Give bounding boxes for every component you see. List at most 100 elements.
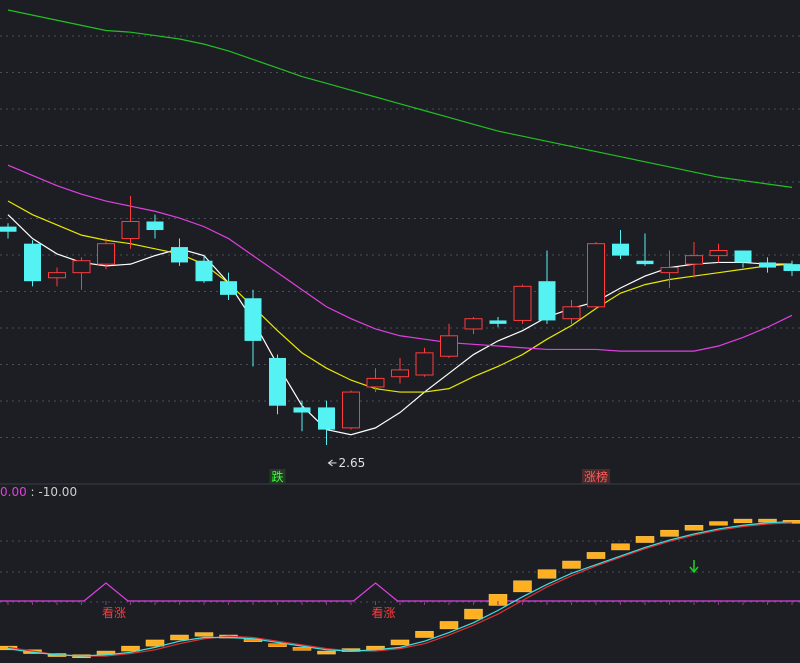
candle bbox=[440, 323, 458, 358]
candle bbox=[171, 238, 188, 266]
candle-body bbox=[121, 221, 140, 240]
indicator-line-cyan bbox=[7, 520, 793, 657]
indicator-bar bbox=[145, 639, 165, 647]
signal-label: 涨榜 bbox=[584, 469, 608, 484]
indicator-title: 0.00 : -10.00 bbox=[0, 485, 77, 499]
candle-body bbox=[342, 391, 360, 429]
candle-body bbox=[72, 260, 91, 274]
candle bbox=[660, 250, 679, 289]
indicator-bar bbox=[611, 543, 630, 551]
candle bbox=[415, 347, 434, 377]
candle bbox=[0, 223, 17, 239]
candle-body bbox=[195, 260, 213, 282]
candle bbox=[759, 257, 776, 273]
candle-body bbox=[318, 407, 335, 430]
candles bbox=[0, 195, 800, 445]
candle-body bbox=[685, 255, 703, 265]
signal-label-bg bbox=[582, 469, 610, 484]
candle bbox=[97, 238, 115, 270]
candle bbox=[587, 241, 605, 309]
candle-body bbox=[48, 272, 66, 279]
candle-body bbox=[24, 243, 41, 282]
indicator-value-1: 0.00 bbox=[0, 485, 27, 499]
candle-body bbox=[612, 243, 629, 256]
candle bbox=[366, 368, 385, 393]
candle-body bbox=[220, 281, 237, 295]
candle-body bbox=[783, 264, 800, 271]
candle bbox=[734, 250, 752, 268]
candle-body bbox=[391, 369, 409, 378]
indicator-bar bbox=[439, 621, 459, 630]
candle-body bbox=[440, 335, 458, 357]
ma-line-4 bbox=[7, 9, 793, 188]
bullish-signal-label: 看涨 bbox=[371, 605, 395, 620]
candle bbox=[391, 357, 409, 384]
candle-body bbox=[734, 250, 752, 263]
candle bbox=[464, 317, 483, 335]
indicator-bar bbox=[464, 608, 483, 620]
indicator-bar bbox=[684, 525, 704, 531]
sub-tick-marks bbox=[7, 601, 793, 605]
candle bbox=[636, 233, 654, 266]
candle-body bbox=[759, 262, 776, 268]
candle-body bbox=[366, 377, 385, 388]
candle bbox=[121, 195, 140, 249]
indicator-bar bbox=[317, 650, 336, 655]
candle bbox=[562, 299, 581, 324]
indicator-bars bbox=[0, 518, 800, 659]
indicator-value-2: -10.00 bbox=[38, 485, 77, 499]
candle bbox=[244, 289, 262, 367]
candle bbox=[220, 272, 237, 300]
indicator-bar bbox=[121, 645, 140, 652]
candle-body bbox=[587, 243, 605, 308]
candle bbox=[48, 267, 66, 287]
candle-body bbox=[269, 357, 286, 406]
min-price-label: 2.65 bbox=[339, 456, 366, 470]
indicator-bar bbox=[292, 647, 312, 651]
candle-body bbox=[513, 285, 532, 321]
min-marker-arrow bbox=[327, 459, 333, 467]
indicator-bar bbox=[709, 521, 728, 526]
candle bbox=[783, 260, 800, 277]
indicator-bar bbox=[194, 632, 214, 637]
candle bbox=[538, 250, 556, 324]
candle-body bbox=[244, 298, 262, 341]
candle-body bbox=[97, 243, 115, 265]
indicator-bar bbox=[586, 552, 606, 559]
indicator-bar bbox=[268, 643, 287, 647]
indicator-bar bbox=[562, 560, 581, 569]
indicator-separator: : bbox=[27, 485, 39, 499]
candle-body bbox=[562, 306, 581, 320]
candle-body bbox=[415, 352, 434, 376]
indicator-bar bbox=[733, 518, 753, 524]
indicator-bar bbox=[537, 569, 557, 579]
grid-lines bbox=[0, 35, 800, 603]
candle bbox=[612, 230, 629, 260]
indicator-bar bbox=[513, 580, 532, 593]
candle-body bbox=[709, 249, 728, 257]
candle-body bbox=[538, 281, 556, 321]
candle bbox=[195, 255, 213, 283]
ma-line-1 bbox=[7, 214, 792, 436]
candle-body bbox=[293, 407, 311, 413]
indicator-bar bbox=[170, 634, 189, 641]
candle bbox=[72, 257, 91, 290]
ma-line-2 bbox=[7, 200, 793, 393]
indicator-bar bbox=[635, 536, 655, 543]
signal-label: 跌 bbox=[271, 469, 283, 484]
candle-body bbox=[171, 247, 188, 263]
signal-label-bg bbox=[269, 469, 286, 484]
candle-body bbox=[636, 260, 654, 265]
indicator-bar bbox=[23, 649, 42, 654]
signal-baseline bbox=[0, 582, 800, 602]
candle-body bbox=[489, 320, 507, 324]
candle bbox=[709, 243, 728, 263]
indicator-bar bbox=[488, 594, 508, 606]
indicator-bar bbox=[390, 639, 410, 646]
indicator-bar bbox=[660, 529, 679, 537]
indicator-line-red bbox=[7, 522, 793, 657]
candle bbox=[293, 400, 311, 432]
candle-body bbox=[0, 226, 17, 232]
